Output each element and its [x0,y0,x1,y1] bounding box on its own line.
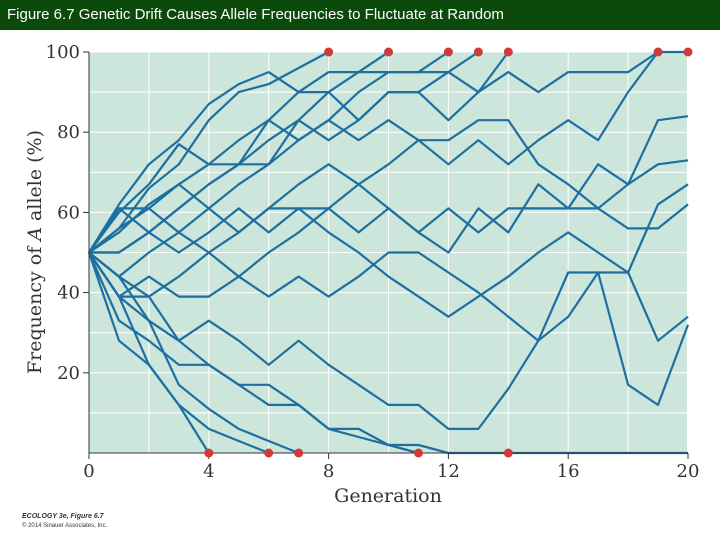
y-tick-label: 20 [57,363,80,384]
series-line-11 [88,183,689,318]
y-tick-label: 40 [57,283,80,304]
axes [88,52,688,454]
y-axis-label-italic: A [24,227,46,243]
y-tick-label: 60 [57,202,80,223]
y-tick-label: 100 [46,42,80,63]
series-line-3 [88,51,390,254]
series-line-16 [87,252,270,455]
fixation-marker [294,448,304,458]
figure-credit: ECOLOGY 3e, Figure 6.7 [22,513,104,520]
x-tick-label: 4 [203,461,214,482]
x-tick-label: 16 [557,461,580,482]
fixation-marker [413,448,423,458]
fixation-marker [473,47,483,57]
fixation-marker [384,47,393,57]
fixation-markers [204,47,693,458]
line-chart: 0 4 8 12 16 20 20 40 60 80 100 Generation Frequenc… [24,42,700,507]
x-tick-label: 12 [437,461,460,482]
ticks: 0 4 8 12 16 20 20 40 60 80 100 [46,42,700,482]
fixation-marker [264,448,274,458]
fixation-marker [503,448,513,458]
x-tick-label: 8 [323,461,334,482]
series-line-8 [88,115,689,298]
series-line-18 [88,251,419,455]
fixation-marker [503,47,513,57]
fixation-marker [204,448,214,458]
series-line-17 [88,251,300,455]
y-axis-label-suffix: allele (%) [24,130,46,227]
fixation-marker [683,47,693,57]
title-bar: Figure 6.7 Genetic Drift Causes Allele F… [0,0,720,30]
figure-title: Figure 6.7 Genetic Drift Causes Allele F… [7,6,504,23]
series-line-10 [88,183,689,278]
fixation-marker [324,47,334,57]
x-axis-label: Generation [334,485,442,507]
series-line-6 [88,51,510,278]
y-tick-label: 80 [57,122,80,143]
series-line-7 [88,51,659,254]
x-tick-label: 20 [677,461,700,482]
y-axis-label: Frequency of A allele (%) [24,130,46,374]
fixation-marker [443,47,453,57]
fixation-marker [653,47,663,57]
copyright-notice: © 2014 Sinauer Associates, Inc. [22,523,108,529]
series-line-12 [88,251,689,342]
series-line-13 [88,251,690,430]
y-axis-label-prefix: Frequency of [24,241,46,374]
x-tick-label: 0 [83,461,94,482]
series-lines [87,50,690,455]
series-line-4 [88,51,450,254]
